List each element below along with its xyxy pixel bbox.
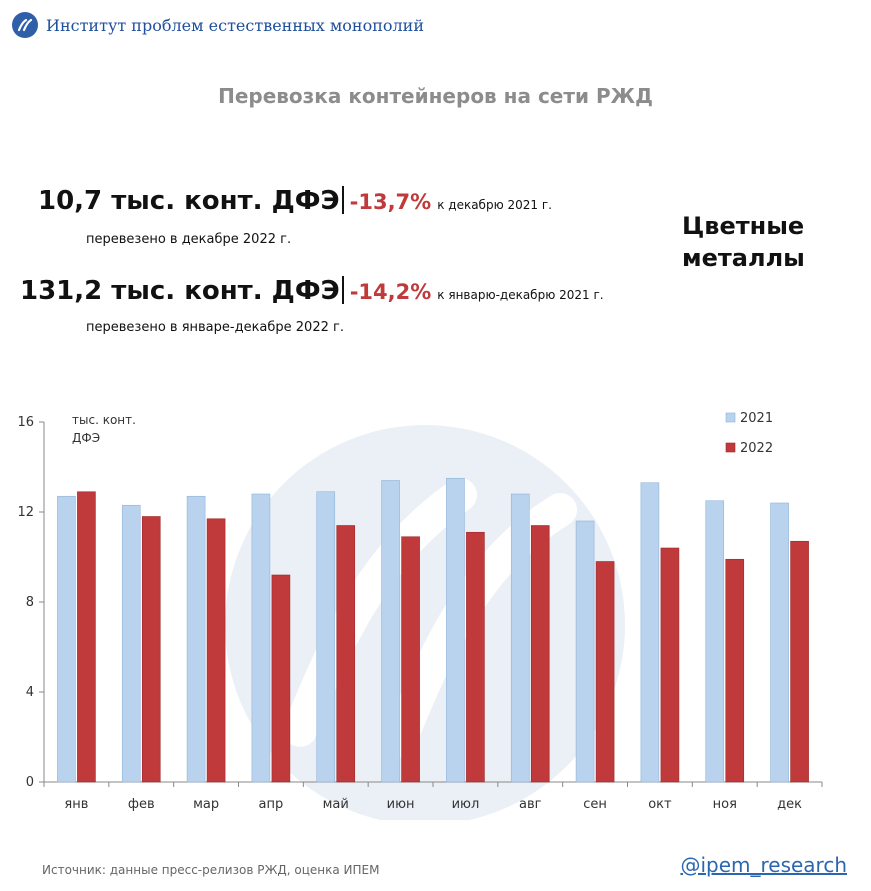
x-tick-label: окт <box>648 797 672 812</box>
x-tick-label: июн <box>387 797 415 812</box>
bar-2021-ноя <box>705 500 725 783</box>
bar-2022-авг <box>530 525 550 783</box>
bar-2022-апр <box>271 574 291 783</box>
legend-swatch-2021 <box>725 412 736 423</box>
bar-2022-ноя <box>725 558 745 783</box>
bar-2021-дек <box>770 502 789 783</box>
bar-2021-янв <box>57 495 76 783</box>
kpi-year-value: 131,2 тыс. конт. ДФЭ <box>20 276 340 306</box>
social-handle-link[interactable]: @ipem_research <box>680 853 847 877</box>
bar-2022-фев <box>141 516 161 783</box>
watermark-stroke <box>283 478 477 747</box>
bar-2021-май <box>316 491 336 783</box>
bar-2021-мар <box>186 495 206 783</box>
x-tick-label: апр <box>259 797 284 812</box>
commodity-line-2: металлы <box>682 244 805 272</box>
bar-2021-авг <box>510 493 530 783</box>
bar-2022-окт <box>660 547 680 783</box>
logo-mark-icon <box>17 18 33 32</box>
x-tick-label: мар <box>193 797 219 812</box>
kpi-year-change: -14,2% <box>349 280 432 304</box>
bar-2022-янв <box>77 491 96 783</box>
kpi-divider <box>341 276 344 304</box>
legend-swatch-2022 <box>725 442 736 453</box>
commodity-line-1: Цветные <box>682 212 805 240</box>
ipem-logo <box>12 12 38 38</box>
y-tick-label: 0 <box>26 775 34 790</box>
page-title: Перевозка контейнеров на сети РЖД <box>218 84 653 108</box>
header: Институт проблем естественных монополий <box>12 10 424 40</box>
x-tick-label: авг <box>519 797 542 812</box>
kpi-divider <box>341 186 344 214</box>
x-tick-label: янв <box>64 797 88 812</box>
x-tick-label: сен <box>583 797 607 812</box>
bar-2022-дек <box>790 540 809 783</box>
x-tick-label: дек <box>777 797 802 812</box>
org-name: Институт проблем естественных монополий <box>46 15 425 35</box>
bar-2022-май <box>336 525 356 783</box>
bar-2022-сен <box>595 561 615 783</box>
kpi-year: 131,2 тыс. конт. ДФЭ -14,2% к январю-декаб… <box>0 276 871 306</box>
kpi-december: 10,7 тыс. конт. ДФЭ -13,7% к декабрю 2021 … <box>0 186 871 216</box>
bar-2021-июн <box>381 480 400 783</box>
bar-2021-окт <box>640 482 660 783</box>
legend-label-2022: 2022 <box>740 441 773 456</box>
bar-chart: тыс. конт. ДФЭ 0 4 8 12 16 янв фев мар апр май июн… <box>17 411 823 820</box>
y-tick-label: 12 <box>17 505 34 520</box>
x-tick-label: май <box>323 797 349 812</box>
bar-2022-июл <box>466 531 485 783</box>
bar-2021-фев <box>121 504 141 783</box>
kpi-december-value: 10,7 тыс. конт. ДФЭ <box>38 186 340 216</box>
kpi-year-caption: перевезено в январе-декабре 2022 г. <box>86 320 344 335</box>
bar-2022-мар <box>206 518 226 783</box>
x-tick-label: ноя <box>713 797 737 812</box>
bar-2021-сен <box>575 520 595 783</box>
plot-area: 0 4 8 12 16 янв фев мар апр май июн июл авг сен окт ноя… <box>17 411 823 812</box>
y-tick-label: 8 <box>26 595 34 610</box>
y-axis-unit-line-2: ДФЭ <box>72 431 100 445</box>
bar-2022-июн <box>401 536 420 783</box>
x-tick-label: фев <box>128 797 155 812</box>
y-tick-label: 16 <box>17 415 34 430</box>
kpi-december-caption: перевезено в декабре 2022 г. <box>86 232 292 247</box>
kpi-year-comparison: к январю-декабрю 2021 г. <box>437 288 604 302</box>
kpi-december-comparison: к декабрю 2021 г. <box>437 198 552 212</box>
bar-2021-апр <box>251 493 271 783</box>
legend-label-2021: 2021 <box>740 411 773 426</box>
kpi-december-change: -13,7% <box>349 190 432 214</box>
y-axis-unit-line-1: тыс. конт. <box>72 413 136 427</box>
source-note: Источник: данные пресс-релизов РЖД, оцен… <box>42 863 380 877</box>
y-tick-label: 4 <box>26 685 34 700</box>
bar-2021-июл <box>446 477 465 783</box>
commodity-label: Цветные металлы <box>682 210 805 274</box>
x-tick-label: июл <box>452 797 480 812</box>
